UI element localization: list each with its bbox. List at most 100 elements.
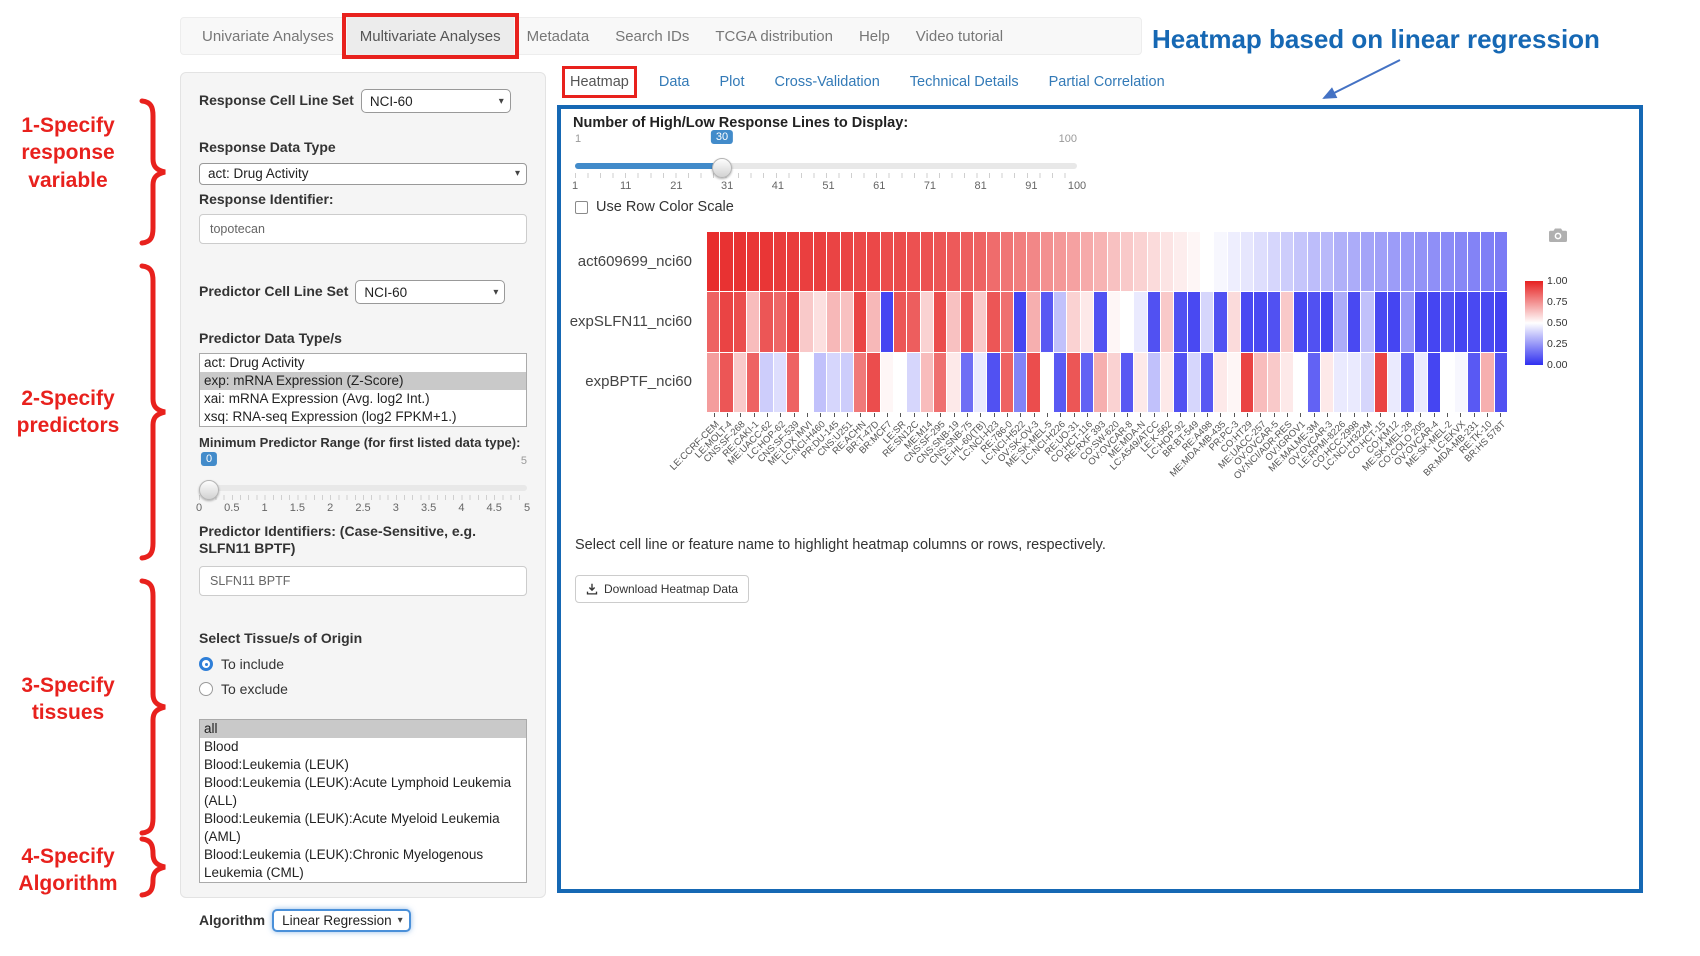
- heatmap-cell[interactable]: [787, 292, 800, 352]
- heatmap-cell[interactable]: [974, 352, 987, 412]
- heatmap-cell[interactable]: [747, 352, 760, 412]
- heatmap-cell[interactable]: [1254, 232, 1267, 292]
- heatmap-cell[interactable]: [853, 292, 867, 352]
- heatmap-cell[interactable]: [1000, 232, 1014, 292]
- heatmap-cell[interactable]: [1120, 352, 1134, 412]
- heatmap-cell[interactable]: [1334, 352, 1347, 412]
- heatmap-cell[interactable]: [853, 352, 867, 412]
- heatmap-cell[interactable]: [1187, 292, 1200, 352]
- heatmap-cell[interactable]: [1160, 232, 1174, 292]
- heatmap-cell[interactable]: [1120, 232, 1134, 292]
- heatmap-cell[interactable]: [880, 352, 893, 412]
- predictor-data-type-option-exp-mrna-expression-z-score[interactable]: exp: mRNA Expression (Z-Score): [200, 371, 526, 390]
- heatmap-cell[interactable]: [893, 292, 907, 352]
- heatmap-cell[interactable]: [907, 232, 920, 292]
- heatmap-cell[interactable]: [840, 352, 853, 412]
- nav-item-search-ids[interactable]: Search IDs: [615, 27, 690, 45]
- heatmap-cell[interactable]: [1321, 352, 1334, 412]
- min-predictor-range-slider[interactable]: 5 0 0 0.5 1 1.5 2 2.5 3 3.5 4 4.5 5: [196, 451, 530, 517]
- heatmap-cell[interactable]: [867, 352, 880, 412]
- heatmap-cell[interactable]: [1200, 352, 1214, 412]
- heatmap-cell[interactable]: [1000, 352, 1014, 412]
- heatmap-cell[interactable]: [1467, 232, 1481, 292]
- heatmap-cell[interactable]: [1040, 232, 1054, 292]
- heatmap-cell[interactable]: [1494, 352, 1507, 412]
- heatmap-cell[interactable]: [1347, 232, 1361, 292]
- heatmap-cell[interactable]: [1374, 292, 1387, 352]
- heatmap-row-label-act609699-nci60[interactable]: act609699_nci60: [577, 253, 692, 270]
- heatmap-cell[interactable]: [960, 232, 973, 292]
- heatmap-cell[interactable]: [880, 292, 893, 352]
- heatmap-cell[interactable]: [1040, 352, 1054, 412]
- heatmap-cell[interactable]: [920, 352, 933, 412]
- response-identifier-input[interactable]: [199, 214, 527, 244]
- heatmap-cell[interactable]: [1307, 232, 1321, 292]
- tab-plot[interactable]: Plot: [719, 74, 745, 90]
- heatmap-cell[interactable]: [1481, 292, 1494, 352]
- heatmap-cell[interactable]: [1067, 352, 1080, 412]
- heatmap-cell[interactable]: [1334, 292, 1347, 352]
- tissue-option-blood-leukemia-leuk-acute-myeloid-leukemia-aml[interactable]: Blood:Leukemia (LEUK):Acute Myeloid Leuk…: [204, 811, 500, 845]
- heatmap-cell[interactable]: [720, 352, 733, 412]
- heatmap-cell[interactable]: [1467, 352, 1481, 412]
- predictor-data-type-option-xai-mrna-expression-avg-log2-int[interactable]: xai: mRNA Expression (Avg. log2 Int.): [204, 390, 430, 406]
- response-cell-line-set-select[interactable]: NCI-60 ▾: [360, 89, 511, 113]
- heatmap-cell[interactable]: [787, 232, 800, 292]
- heatmap-cell[interactable]: [960, 292, 973, 352]
- heatmap-cell[interactable]: [1454, 352, 1467, 412]
- heatmap-cell[interactable]: [1481, 352, 1494, 412]
- nav-item-help[interactable]: Help: [858, 27, 890, 45]
- heatmap-cell[interactable]: [1094, 292, 1107, 352]
- heatmap-cell[interactable]: [960, 352, 973, 412]
- nav-item-multivariate-analyses[interactable]: Multivariate Analyses: [341, 13, 519, 59]
- tissue-option-blood-leukemia-leuk-chronic-myelogenous-leukemia-cml[interactable]: Blood:Leukemia (LEUK):Chronic Myelogenou…: [204, 847, 484, 881]
- heatmap-cell[interactable]: [1147, 292, 1160, 352]
- heatmap-cell[interactable]: [1294, 352, 1307, 412]
- heatmap-cell[interactable]: [1347, 352, 1361, 412]
- heatmap-grid[interactable]: [707, 232, 1507, 412]
- heatmap-cell[interactable]: [1107, 292, 1120, 352]
- heatmap-cell[interactable]: [1374, 232, 1387, 292]
- tissue-exclude-radio[interactable]: To exclude: [199, 681, 527, 697]
- tissue-option-blood[interactable]: Blood: [204, 739, 239, 755]
- heatmap-cell[interactable]: [1054, 292, 1067, 352]
- lines-slider-track[interactable]: [575, 163, 1077, 169]
- heatmap-cell[interactable]: [840, 292, 853, 352]
- response-data-type-select[interactable]: act: Drug Activity ▾: [199, 162, 527, 185]
- heatmap-cell[interactable]: [880, 232, 893, 292]
- range-slider-handle[interactable]: [199, 479, 219, 500]
- heatmap-cell[interactable]: [1494, 232, 1507, 292]
- heatmap-cell[interactable]: [827, 232, 840, 292]
- heatmap-cell[interactable]: [1214, 292, 1227, 352]
- tab-heatmap[interactable]: Heatmap: [562, 66, 637, 98]
- heatmap-cell[interactable]: [1147, 352, 1160, 412]
- heatmap-cell[interactable]: [1454, 292, 1467, 352]
- heatmap-cell[interactable]: [1441, 352, 1454, 412]
- heatmap-cell[interactable]: [1347, 292, 1361, 352]
- heatmap-cell[interactable]: [1027, 352, 1040, 412]
- heatmap-cell[interactable]: [1187, 232, 1200, 292]
- heatmap-cell[interactable]: [1120, 292, 1134, 352]
- tab-data[interactable]: Data: [658, 74, 690, 90]
- heatmap-cell[interactable]: [1227, 232, 1240, 292]
- tissue-option-blood-leukemia-leuk[interactable]: Blood:Leukemia (LEUK): [204, 757, 349, 773]
- heatmap-cell[interactable]: [1241, 232, 1254, 292]
- heatmap-cell[interactable]: [707, 232, 720, 292]
- tissue-option-blood-leukemia-leuk-acute-lymphoid-leukemia-all[interactable]: Blood:Leukemia (LEUK):Acute Lymphoid Leu…: [204, 775, 512, 809]
- tissue-option-all[interactable]: all: [200, 720, 526, 739]
- heatmap-cell[interactable]: [1334, 232, 1347, 292]
- camera-icon[interactable]: [1549, 227, 1567, 242]
- heatmap-cell[interactable]: [1361, 292, 1374, 352]
- heatmap-cell[interactable]: [867, 292, 880, 352]
- heatmap-cell[interactable]: [1134, 232, 1147, 292]
- heatmap-cell[interactable]: [1267, 292, 1281, 352]
- heatmap-cell[interactable]: [1214, 232, 1227, 292]
- heatmap-cell[interactable]: [974, 232, 987, 292]
- heatmap-cell[interactable]: [907, 292, 920, 352]
- heatmap-cell[interactable]: [1414, 352, 1427, 412]
- predictor-data-type-option-xsq-rna-seq-expression-log2-fpkm-1[interactable]: xsq: RNA-seq Expression (log2 FPKM+1.): [204, 408, 457, 424]
- heatmap-cell[interactable]: [1187, 352, 1200, 412]
- heatmap-cell[interactable]: [1401, 232, 1414, 292]
- heatmap-cell[interactable]: [773, 352, 787, 412]
- heatmap-cell[interactable]: [707, 352, 720, 412]
